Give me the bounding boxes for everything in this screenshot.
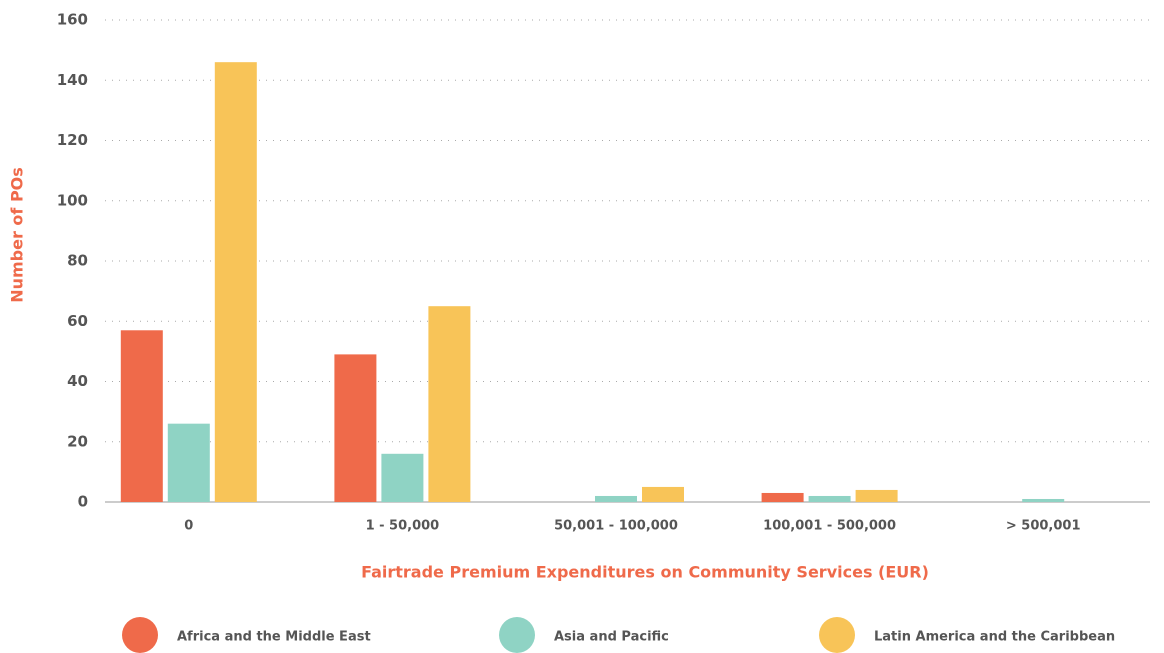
y-tick-label: 120 [57,131,88,149]
y-tick-label: 160 [57,11,88,29]
bar [1022,498,1065,502]
legend-swatch [819,617,855,653]
bar [808,495,851,502]
legend-swatch [122,617,158,653]
bar [595,495,637,502]
bar [642,486,684,502]
bar [120,330,163,502]
y-tick-label: 40 [67,372,88,390]
y-tick-label: 140 [57,71,88,89]
bar [855,489,898,502]
y-tick-label: 80 [67,252,88,270]
y-tick-label: 100 [57,191,88,209]
legend-swatch [499,617,535,653]
bar [428,306,471,502]
x-axis-title: Fairtrade Premium Expenditures on Commun… [361,563,929,582]
legend-label: Asia and Pacific [554,630,669,645]
bar [334,354,377,502]
bar [214,62,257,503]
y-tick-label: 20 [67,432,88,450]
x-tick-label: 0 [184,519,193,534]
legend-label: Africa and the Middle East [177,630,371,645]
x-tick-label: 1 - 50,000 [366,519,440,534]
y-tick-label: 60 [67,312,88,330]
x-tick-label: 100,001 - 500,000 [763,519,896,534]
y-tick-label: 0 [78,493,88,511]
bar [381,453,424,502]
x-tick-label: > 500,001 [1006,519,1081,534]
bar [761,492,804,502]
legend-label: Latin America and the Caribbean [874,630,1115,645]
y-axis-title: Number of POs [8,167,27,303]
bar [167,423,210,502]
x-tick-label: 50,001 - 100,000 [554,519,678,534]
